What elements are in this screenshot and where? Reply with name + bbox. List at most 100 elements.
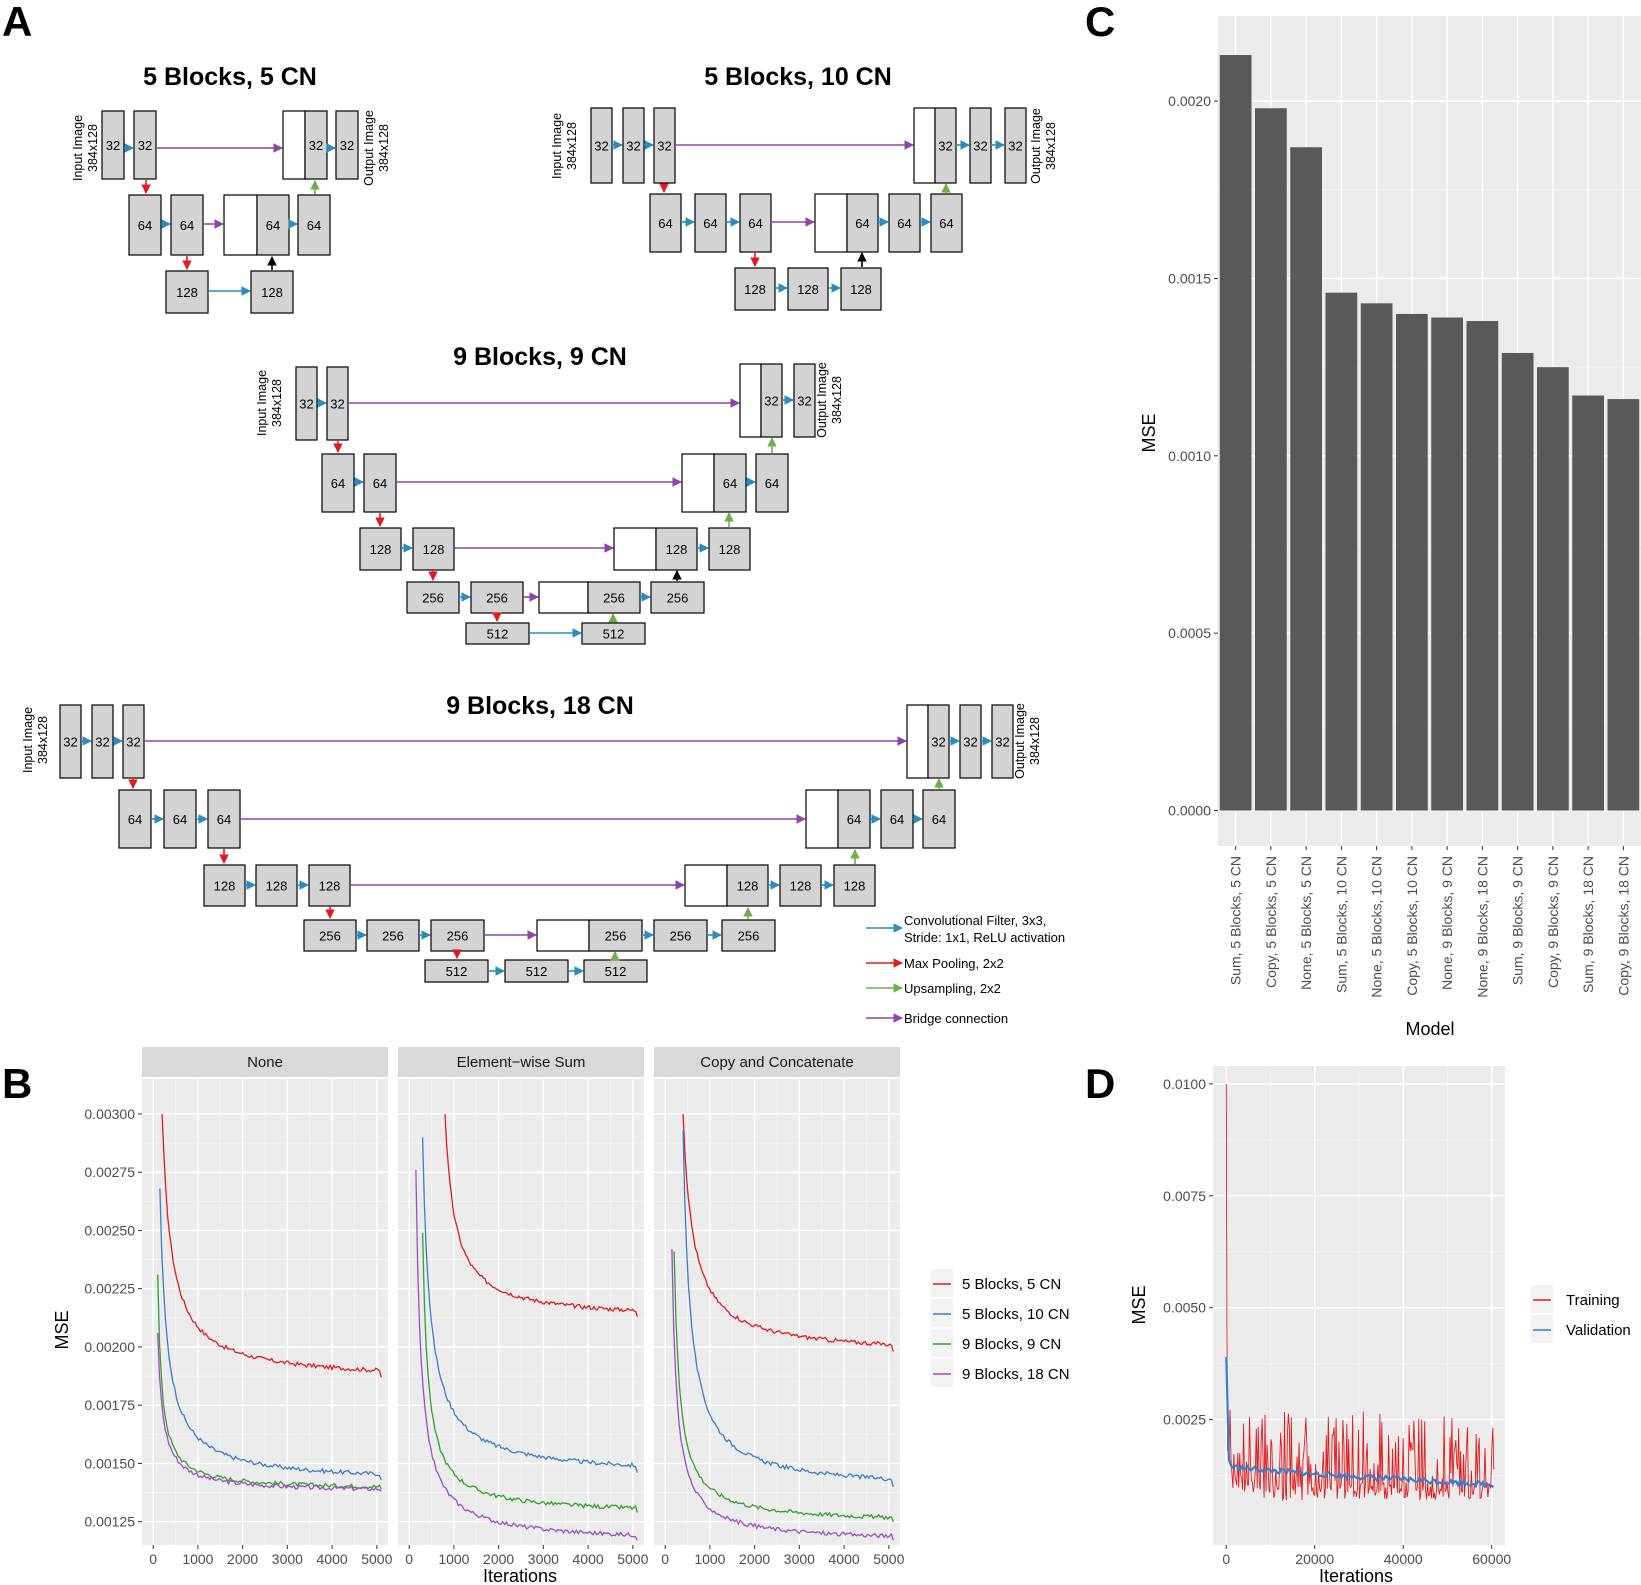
unet-5b5cn: Input Image384x128 32 32 32 32 Output Image38… [71, 110, 391, 314]
conv-block-label: 128 [790, 879, 812, 894]
panel-letter-a: A [2, 0, 32, 45]
conv-block [101, 110, 125, 180]
legend-bridge: Bridge connection [904, 1011, 1008, 1026]
chart-c-bar [1325, 292, 1358, 811]
conv-block-label: 32 [126, 735, 140, 750]
chart-b-x-tick-label: 3000 [528, 1551, 559, 1567]
chart-c-bar [1431, 317, 1463, 811]
conv-block [359, 527, 402, 571]
chart-c-x-tick-label: Sum, 5 Blocks, 5 CN [1228, 856, 1244, 985]
chart-b-x-tick-label: 4000 [573, 1551, 604, 1567]
legend-upsample: Upsampling, 2x2 [904, 981, 1001, 996]
conv-block-label: 512 [487, 627, 509, 642]
chart-d-training-line [1225, 1083, 1495, 1502]
chart-d-y-tick-label: 0.0025 [1163, 1412, 1206, 1428]
conv-block [837, 789, 871, 849]
chart-b-legend-label: 9 Blocks, 18 CN [962, 1366, 1070, 1383]
chart-d-legend-key [1531, 1315, 1553, 1343]
conv-block-label: 128 [266, 879, 288, 894]
input-image-label-line1: Input Image [550, 113, 564, 179]
chart-c-x-tick-label: None, 5 Blocks, 10 CN [1369, 856, 1385, 998]
conv-block-label: 128 [850, 282, 872, 297]
chart-b-facet: Copy and Concatenate 0 1000 2000 3000 4000 500… [654, 1047, 905, 1567]
output-image-label: Output Image384x128 [1029, 108, 1058, 184]
conv-block-label: 32 [938, 139, 952, 154]
conv-block [739, 193, 772, 253]
chart-d-legend-key [1531, 1285, 1553, 1313]
output-image-label-size: 384x128 [1044, 122, 1058, 170]
conv-block [721, 919, 776, 952]
conv-block-label: 256 [486, 591, 508, 606]
chart-c-bar [1290, 147, 1322, 811]
concat-block [805, 789, 839, 849]
output-image-label-line1: Output Image [815, 362, 829, 438]
conv-block-label: 64 [897, 216, 911, 231]
chart-c-bar [1501, 352, 1534, 811]
conv-block [787, 267, 829, 311]
chart-c-y-tick-label: 0.0015 [1168, 270, 1211, 286]
conv-block-label: 64 [847, 812, 861, 827]
conv-block [713, 453, 747, 513]
unet-9b9cn: Input Image384x128 32 32 32 32 Output Image38… [255, 362, 844, 645]
chart-b-facet-title: None [247, 1054, 283, 1071]
unet-9b18cn: Input Image384x128 32 32 32 32 32 32 Output Ima… [21, 703, 1042, 983]
conv-block [250, 270, 294, 314]
chart-b-series-line [157, 1332, 382, 1492]
chart-d-legend-label: Validation [1566, 1322, 1631, 1339]
conv-block-label: 64 [890, 812, 904, 827]
chart-b-x-tick-label: 2000 [227, 1551, 258, 1567]
chart-c-xlabel: Model [1405, 1019, 1454, 1039]
conv-block-label: 256 [667, 591, 689, 606]
input-image-label-size: 384x128 [565, 122, 579, 170]
conv-block-label: 128 [666, 542, 688, 557]
conv-block-label: 32 [309, 138, 323, 153]
conv-block [991, 704, 1014, 779]
concat-block [739, 363, 762, 438]
conv-block [165, 270, 209, 314]
conv-block-label: 64 [658, 216, 672, 231]
chart-b-y-tick-label: 0.00300 [84, 1106, 135, 1122]
chart-b-facet: None 0.00125 0.00150 0.00175 0.00200 0.00225 0… [84, 1047, 393, 1567]
chart-b-x-tick-label: 5000 [361, 1551, 392, 1567]
chart-b-y-tick-label: 0.00200 [84, 1339, 135, 1355]
conv-block-label: 64 [180, 218, 194, 233]
chart-b-facet-strip [142, 1047, 388, 1077]
chart-b-xlabel: Iterations [483, 1566, 557, 1585]
conv-block-label: 128 [719, 542, 741, 557]
unet-5b10cn: Input Image384x128 32 32 32 32 32 32 Output Ima… [550, 107, 1058, 311]
conv-block [708, 527, 751, 571]
chart-b-x-tick-label: 2000 [739, 1551, 770, 1567]
chart-d-x-tick-label: 60000 [1472, 1551, 1511, 1567]
conv-block-label: 32 [626, 139, 640, 154]
conv-block-label: 512 [446, 964, 468, 979]
concat-block [536, 919, 590, 952]
chart-b-legend-key [931, 1299, 953, 1327]
conv-block [650, 581, 705, 614]
chart-b-y-tick-label: 0.00275 [84, 1164, 135, 1180]
conv-block [649, 193, 682, 253]
chart-b-y-tick-label: 0.00150 [84, 1455, 135, 1471]
chart-c-bar [1537, 367, 1569, 811]
conv-block [930, 193, 963, 253]
conv-block [1004, 107, 1027, 184]
chart-c-bar [1466, 321, 1499, 811]
input-image-label: Input Image384x128 [550, 113, 579, 179]
conv-block [366, 919, 420, 952]
chart-c-background [1218, 16, 1641, 846]
chart-b-series-line [673, 1251, 894, 1522]
chart-b-series-line [159, 1188, 382, 1481]
conv-block-label: 256 [422, 591, 444, 606]
conv-block [163, 789, 197, 849]
conv-block-label: 32 [594, 139, 608, 154]
conv-block-label: 64 [939, 216, 953, 231]
output-image-label: Output Image384x128 [1013, 703, 1042, 779]
conv-block-label: 128 [319, 879, 341, 894]
chart-d-xlabel: Iterations [1319, 1566, 1393, 1585]
concat-block [681, 453, 715, 513]
conv-block [846, 193, 879, 253]
chart-c-x-tick-label: Copy, 5 Blocks, 10 CN [1404, 856, 1420, 996]
conv-block-label: 64 [373, 476, 387, 491]
chart-b-facet-strip [398, 1047, 644, 1077]
conv-block [840, 267, 882, 311]
chart-b-x-tick-label: 1000 [182, 1551, 213, 1567]
